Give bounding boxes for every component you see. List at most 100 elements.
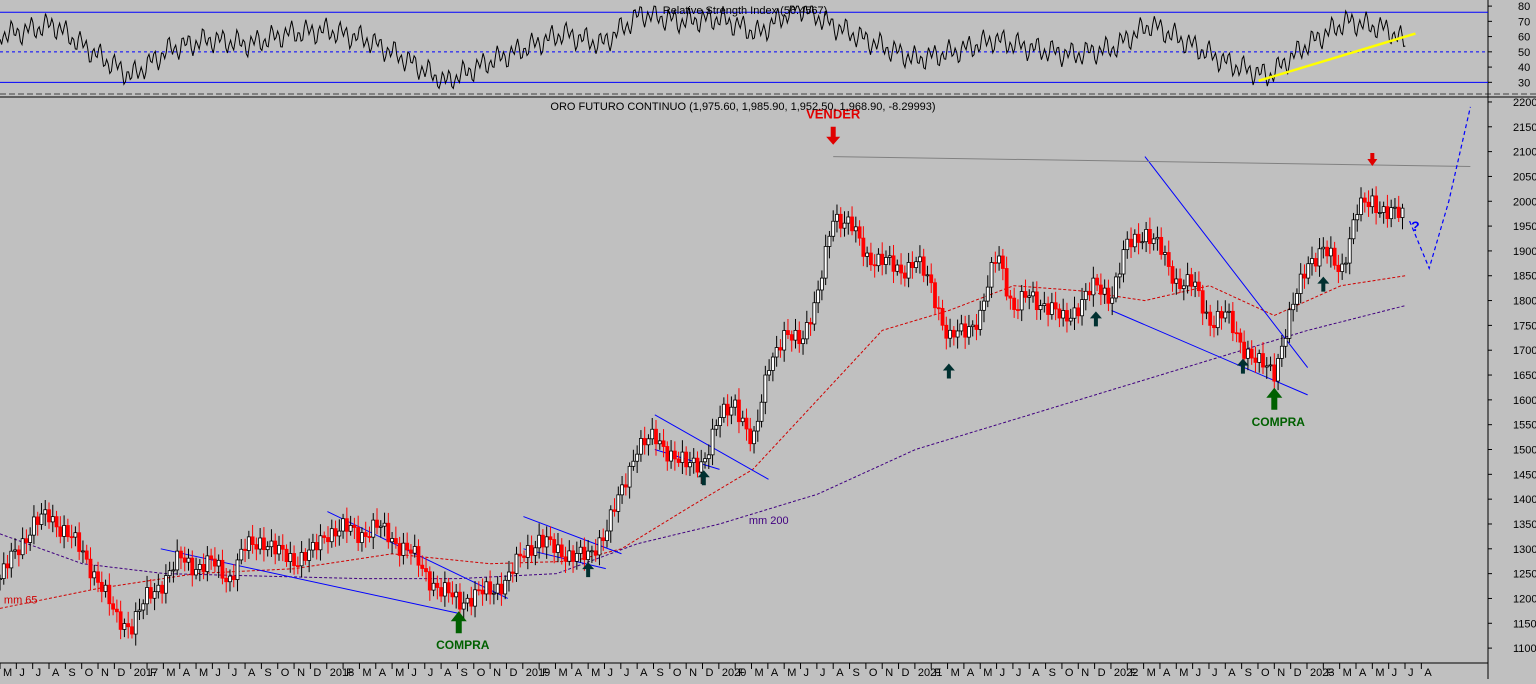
x-tick-label: M (1343, 667, 1352, 679)
candle-body (895, 264, 900, 272)
x-tick-label: M (3, 667, 12, 679)
candle-body (646, 438, 651, 446)
candle-body (476, 589, 481, 592)
x-tick-label: A (1228, 667, 1236, 679)
price-tick-label: 1900 (1513, 246, 1536, 258)
candle-body (774, 347, 779, 358)
candle-body (32, 516, 36, 536)
x-tick-label: A (836, 667, 844, 679)
candle-body (1057, 308, 1062, 319)
candle-body (593, 550, 598, 556)
candle-body (409, 549, 413, 554)
candle-body (273, 540, 278, 555)
candle-body (81, 550, 85, 553)
candle-body (84, 550, 89, 560)
candle-body (623, 484, 628, 488)
candle-body (1325, 246, 1329, 257)
candle-body (970, 324, 975, 328)
candle-body (28, 534, 33, 543)
candle-body (891, 255, 896, 272)
candle-body (126, 623, 131, 628)
x-tick-label: M (755, 667, 764, 679)
candle-body (179, 550, 183, 559)
candle-body (563, 556, 568, 562)
candle-body (92, 571, 97, 579)
candle-body (857, 226, 862, 239)
x-tick-label: M (395, 667, 404, 679)
candle-body (495, 583, 500, 594)
candle-body (1019, 291, 1024, 311)
candle-body (1276, 358, 1280, 382)
candle-body (160, 584, 165, 594)
candle-body (1321, 246, 1326, 250)
vender-label: VENDER (806, 107, 861, 122)
candle-body (24, 538, 29, 543)
price-tick-label: 1500 (1513, 445, 1536, 457)
candle-body (1227, 310, 1231, 313)
candle-body (1385, 206, 1390, 220)
candle-body (642, 438, 647, 446)
candle-body (514, 553, 519, 574)
candle-body (786, 330, 790, 336)
candle-body (469, 597, 474, 607)
x-tick-label: M (1375, 667, 1384, 679)
candle-body (148, 587, 153, 599)
candle-body (1185, 274, 1190, 287)
candle-body (816, 289, 821, 304)
candle-body (16, 549, 21, 556)
ma-label: mm 200 (749, 515, 789, 527)
candle-body (1034, 291, 1039, 311)
candle-body (182, 557, 187, 563)
candle-body (850, 216, 854, 232)
price-tick-label: 1100 (1513, 643, 1536, 655)
candle-body (43, 509, 48, 515)
candle-body (65, 525, 70, 538)
candle-body (167, 570, 172, 577)
x-tick-label: 2023 (1310, 667, 1334, 679)
x-tick-label: D (706, 667, 714, 679)
candle-body (842, 222, 847, 229)
rsi-tick-label: 60 (1518, 32, 1530, 44)
candle-body (699, 461, 704, 473)
candle-body (688, 462, 692, 468)
candle-body (925, 274, 930, 277)
candle-body (812, 302, 817, 325)
candle-body (706, 454, 711, 460)
candle-body (571, 550, 575, 562)
candle-body (1031, 291, 1035, 297)
candle-body (386, 522, 391, 543)
price-tick-label: 1950 (1513, 221, 1536, 233)
candle-body (974, 324, 979, 330)
candle-body (1091, 277, 1096, 296)
candle-body (929, 274, 934, 284)
candle-body (9, 550, 14, 569)
candle-body (533, 547, 538, 556)
candle-body (145, 587, 149, 605)
candle-body (1347, 238, 1352, 264)
candle-body (224, 577, 229, 583)
candle-body (1163, 252, 1167, 255)
candle-body (1016, 309, 1020, 311)
candle-body (299, 552, 304, 567)
candle-body (1155, 236, 1160, 240)
candle-body (804, 322, 809, 340)
price-tick-label: 1150 (1513, 618, 1536, 630)
candle-body (801, 338, 805, 345)
candle-body (239, 548, 244, 561)
rsi-tick-label: 40 (1518, 62, 1530, 74)
candle-body (1332, 247, 1337, 266)
candle-body (54, 516, 59, 528)
candle-body (163, 575, 168, 594)
price-tick-label: 2000 (1513, 196, 1536, 208)
candle-body (718, 417, 722, 427)
candle-body (853, 226, 858, 232)
up-arrow-icon (1317, 276, 1330, 292)
price-tick-label: 1200 (1513, 593, 1536, 605)
candle-body (586, 550, 591, 560)
rsi-title: Relative Strength Index (56.4567) (663, 5, 828, 17)
rsi-series-line (0, 5, 1406, 90)
x-tick-label: A (640, 667, 648, 679)
candle-body (0, 578, 2, 580)
